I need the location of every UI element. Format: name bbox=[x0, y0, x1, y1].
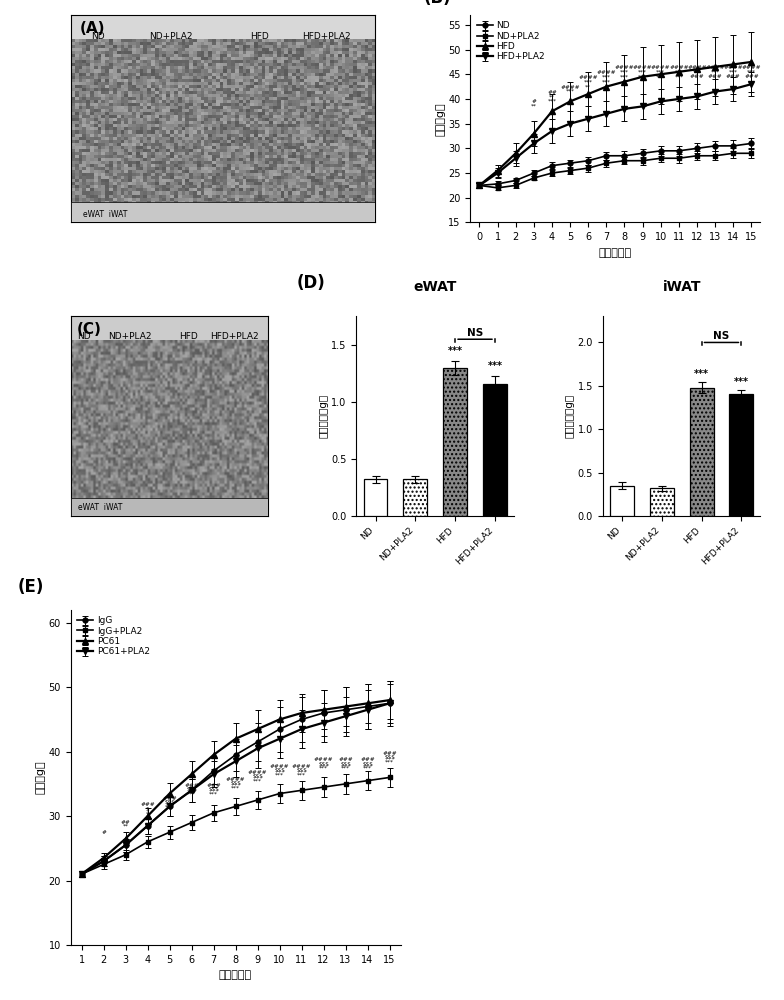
Bar bbox=[404, 479, 427, 516]
Y-axis label: 体重（g）: 体重（g） bbox=[36, 761, 45, 794]
Text: ND+PLA2: ND+PLA2 bbox=[108, 332, 151, 341]
Text: ###
$$$
***: ### $$$ *** bbox=[383, 751, 397, 765]
Bar bbox=[71, 202, 376, 222]
Text: ####
$$$
***: #### $$$ *** bbox=[314, 757, 333, 771]
Bar bbox=[650, 488, 673, 516]
Text: ####
***
###: #### *** ### bbox=[688, 65, 706, 79]
Title: iWAT: iWAT bbox=[662, 280, 701, 294]
Text: ####
$$$
***: #### $$$ *** bbox=[226, 777, 245, 790]
Text: ***: *** bbox=[488, 361, 503, 371]
Text: ####
$$$
***: #### $$$ *** bbox=[270, 764, 289, 777]
Text: ###
$$$
***: ### $$$ *** bbox=[184, 783, 199, 797]
Bar bbox=[71, 498, 267, 516]
Y-axis label: 脂肪重量（g）: 脂肪重量（g） bbox=[565, 394, 575, 438]
Text: ND+PLA2: ND+PLA2 bbox=[149, 32, 193, 41]
Text: ####
***
###: #### *** ### bbox=[742, 65, 761, 79]
Text: ##
**: ## ** bbox=[121, 820, 130, 829]
Text: ####
***
***: #### *** *** bbox=[669, 65, 688, 79]
Text: ####
$$$
***: #### $$$ *** bbox=[248, 770, 267, 784]
Bar bbox=[483, 384, 507, 516]
Bar bbox=[364, 479, 387, 516]
Bar bbox=[690, 388, 713, 516]
X-axis label: 时间（周）: 时间（周） bbox=[599, 248, 632, 258]
Text: ###
$$$
***: ### $$$ *** bbox=[338, 757, 353, 771]
Text: (E): (E) bbox=[18, 578, 44, 596]
Y-axis label: 体重（g）: 体重（g） bbox=[435, 102, 445, 136]
Text: (D): (D) bbox=[296, 274, 325, 292]
Text: ####
***
###: #### *** ### bbox=[724, 65, 743, 79]
Title: eWAT: eWAT bbox=[413, 280, 457, 294]
Text: HFD: HFD bbox=[180, 332, 198, 341]
Text: HFD: HFD bbox=[250, 32, 269, 41]
Text: ###
$
*: ### $ * bbox=[140, 802, 155, 816]
Text: ####
***
***: #### *** *** bbox=[633, 65, 652, 79]
Bar bbox=[443, 368, 467, 516]
Text: ***: *** bbox=[448, 346, 463, 356]
Bar bbox=[610, 486, 634, 516]
Text: #: # bbox=[101, 830, 106, 835]
Text: ####
***
***: #### *** *** bbox=[597, 70, 616, 84]
Text: ##
**
***: ## ** *** bbox=[547, 90, 557, 104]
Text: eWAT  iWAT: eWAT iWAT bbox=[78, 503, 123, 512]
Text: ####
$$$
***: #### $$$ *** bbox=[292, 764, 311, 777]
Y-axis label: 脂肪重量（g）: 脂肪重量（g） bbox=[318, 394, 328, 438]
Text: ND: ND bbox=[91, 32, 105, 41]
Text: ####
***
***: #### *** *** bbox=[615, 65, 634, 79]
Bar bbox=[729, 394, 753, 516]
Text: (A): (A) bbox=[80, 21, 105, 36]
Text: ***: *** bbox=[734, 377, 749, 387]
Text: ####
***
###: #### *** ### bbox=[706, 65, 725, 79]
Text: ####
***: #### *** bbox=[561, 85, 580, 94]
Text: HFD+PLA2: HFD+PLA2 bbox=[210, 332, 259, 341]
Text: NS: NS bbox=[467, 328, 483, 338]
Text: ####
***
***: #### *** *** bbox=[651, 65, 670, 79]
Text: ###
$$$
***: ### $$$ *** bbox=[162, 796, 177, 810]
Text: (B): (B) bbox=[424, 0, 452, 7]
Text: HFD+PLA2: HFD+PLA2 bbox=[302, 32, 350, 41]
Text: ###
$$$
***: ### $$$ *** bbox=[206, 783, 221, 797]
Legend: IgG, IgG+PLA2, PC61, PC61+PLA2: IgG, IgG+PLA2, PC61, PC61+PLA2 bbox=[75, 614, 151, 658]
Text: #
**: # ** bbox=[531, 99, 537, 109]
Text: NS: NS bbox=[713, 331, 730, 341]
Text: eWAT  iWAT: eWAT iWAT bbox=[83, 210, 127, 219]
Text: ###
$$$
***: ### $$$ *** bbox=[360, 757, 375, 771]
Legend: ND, ND+PLA2, HFD, HFD+PLA2: ND, ND+PLA2, HFD, HFD+PLA2 bbox=[475, 20, 547, 63]
X-axis label: 时间（周）: 时间（周） bbox=[219, 970, 252, 980]
Text: ***: *** bbox=[694, 369, 709, 379]
Text: ND: ND bbox=[78, 332, 91, 341]
Text: (C): (C) bbox=[77, 322, 101, 337]
Text: ####
***
**: #### *** ** bbox=[579, 75, 598, 89]
